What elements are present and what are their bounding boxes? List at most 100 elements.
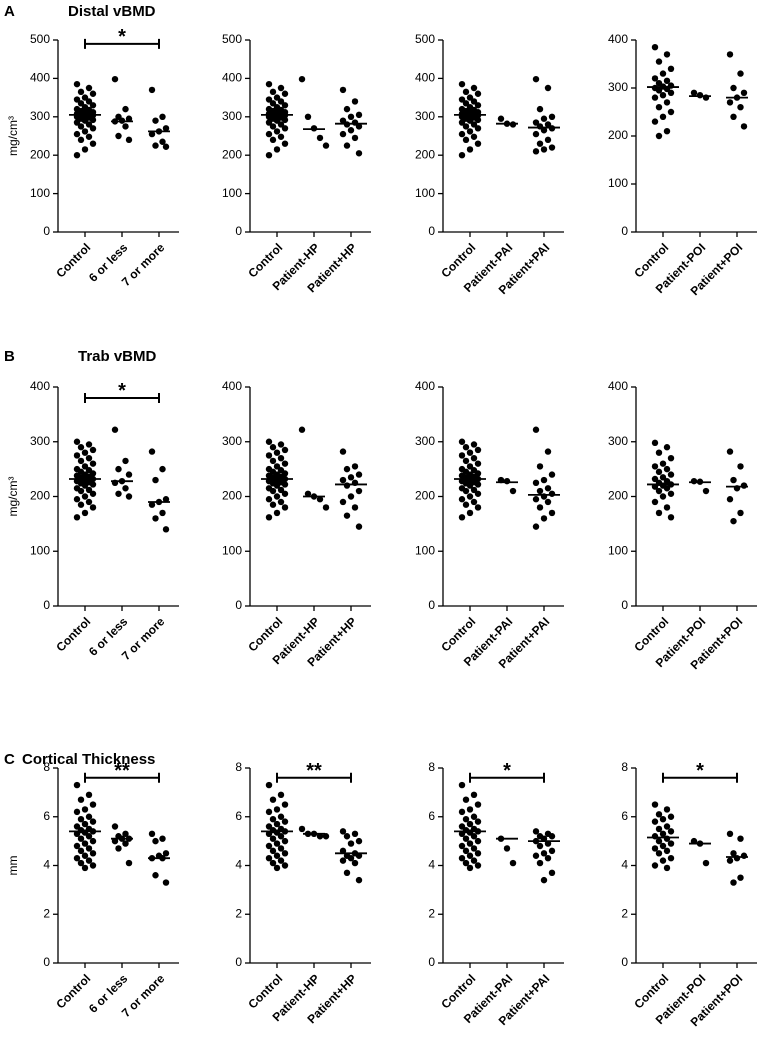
data-point: [77, 815, 85, 823]
data-point: [663, 128, 671, 135]
y-tick-label: 300: [30, 434, 50, 448]
data-point: [730, 879, 737, 886]
y-tick-label: 200: [30, 489, 50, 503]
y-tick-label: 0: [621, 598, 628, 612]
data-point: [85, 845, 93, 852]
data-point: [532, 148, 540, 155]
data-point: [347, 113, 355, 121]
data-point: [277, 498, 285, 506]
data-point: [355, 876, 363, 884]
data-point: [159, 138, 166, 145]
data-point: [740, 89, 748, 97]
data-point: [152, 117, 159, 124]
data-point: [730, 517, 737, 525]
data-point: [663, 51, 671, 58]
data-point: [148, 501, 156, 508]
data-point: [339, 130, 347, 138]
data-point: [85, 84, 93, 92]
data-point: [343, 142, 351, 149]
y-tick-label: 200: [608, 489, 628, 503]
significance-bracket: [276, 772, 352, 783]
y-tick-label: 400: [222, 379, 242, 393]
data-point: [737, 509, 744, 517]
data-point: [125, 859, 133, 867]
data-point: [540, 876, 548, 884]
data-point: [322, 504, 330, 511]
y-tick-label: 4: [428, 858, 435, 872]
data-point: [77, 457, 85, 465]
data-point: [536, 504, 544, 511]
data-point: [162, 125, 170, 132]
data-point: [89, 90, 97, 97]
data-point: [277, 133, 285, 140]
y-tick-label: 400: [608, 32, 628, 46]
y-axis-label: mg/cm³: [6, 477, 20, 517]
data-point: [532, 523, 540, 530]
data-point: [474, 125, 482, 132]
data-point: [298, 75, 306, 83]
data-point: [265, 781, 273, 789]
data-point: [81, 806, 89, 813]
y-tick-label: 4: [621, 858, 628, 872]
data-point: [339, 117, 347, 124]
data-point: [298, 426, 306, 433]
data-point: [655, 850, 663, 857]
data-point: [663, 847, 671, 855]
data-point: [474, 504, 482, 511]
data-point: [152, 142, 159, 149]
data-point: [148, 830, 156, 838]
data-point: [470, 845, 478, 852]
data-point: [651, 463, 659, 470]
y-tick-label: 300: [608, 80, 628, 94]
y-tick-label: 200: [222, 489, 242, 503]
data-point: [474, 818, 482, 825]
data-point: [458, 496, 466, 503]
data-point: [269, 123, 277, 130]
data-point: [81, 94, 89, 101]
data-point: [73, 96, 81, 103]
y-tick-label: 200: [415, 147, 435, 161]
chart-title: Cortical Thickness: [22, 751, 155, 768]
data-point: [667, 65, 675, 73]
data-point: [281, 850, 289, 857]
data-point: [273, 482, 281, 489]
data-point: [273, 820, 281, 828]
data-point: [470, 486, 478, 494]
data-point: [322, 142, 330, 149]
data-point: [159, 509, 166, 517]
data-point: [265, 119, 273, 126]
data-point: [474, 102, 482, 109]
data-point: [347, 127, 355, 134]
data-point: [458, 514, 466, 521]
data-point: [740, 482, 748, 489]
data-point: [316, 496, 324, 503]
data-point: [351, 98, 359, 105]
data-point: [162, 526, 170, 533]
data-point: [343, 869, 351, 877]
data-point: [77, 487, 85, 495]
y-tick-label: 400: [222, 71, 242, 85]
y-tick-label: 400: [415, 379, 435, 393]
data-point: [466, 864, 474, 872]
data-point: [162, 879, 170, 886]
significance-bracket: [469, 772, 545, 783]
y-tick-label: 300: [222, 109, 242, 123]
data-point: [470, 833, 478, 840]
data-point: [497, 115, 505, 122]
data-point: [355, 150, 363, 157]
data-point: [540, 146, 548, 153]
data-point: [281, 481, 289, 488]
data-point: [355, 111, 363, 119]
y-tick-label: 100: [415, 543, 435, 557]
data-point: [470, 454, 478, 462]
data-point: [544, 854, 552, 862]
data-point: [462, 123, 470, 130]
y-tick-label: 4: [235, 858, 242, 872]
data-point: [111, 75, 119, 83]
data-point: [269, 88, 277, 96]
data-point: [77, 123, 85, 130]
data-point: [655, 837, 663, 845]
y-tick-label: 2: [621, 906, 628, 920]
data-point: [462, 796, 470, 803]
data-point: [304, 490, 312, 497]
